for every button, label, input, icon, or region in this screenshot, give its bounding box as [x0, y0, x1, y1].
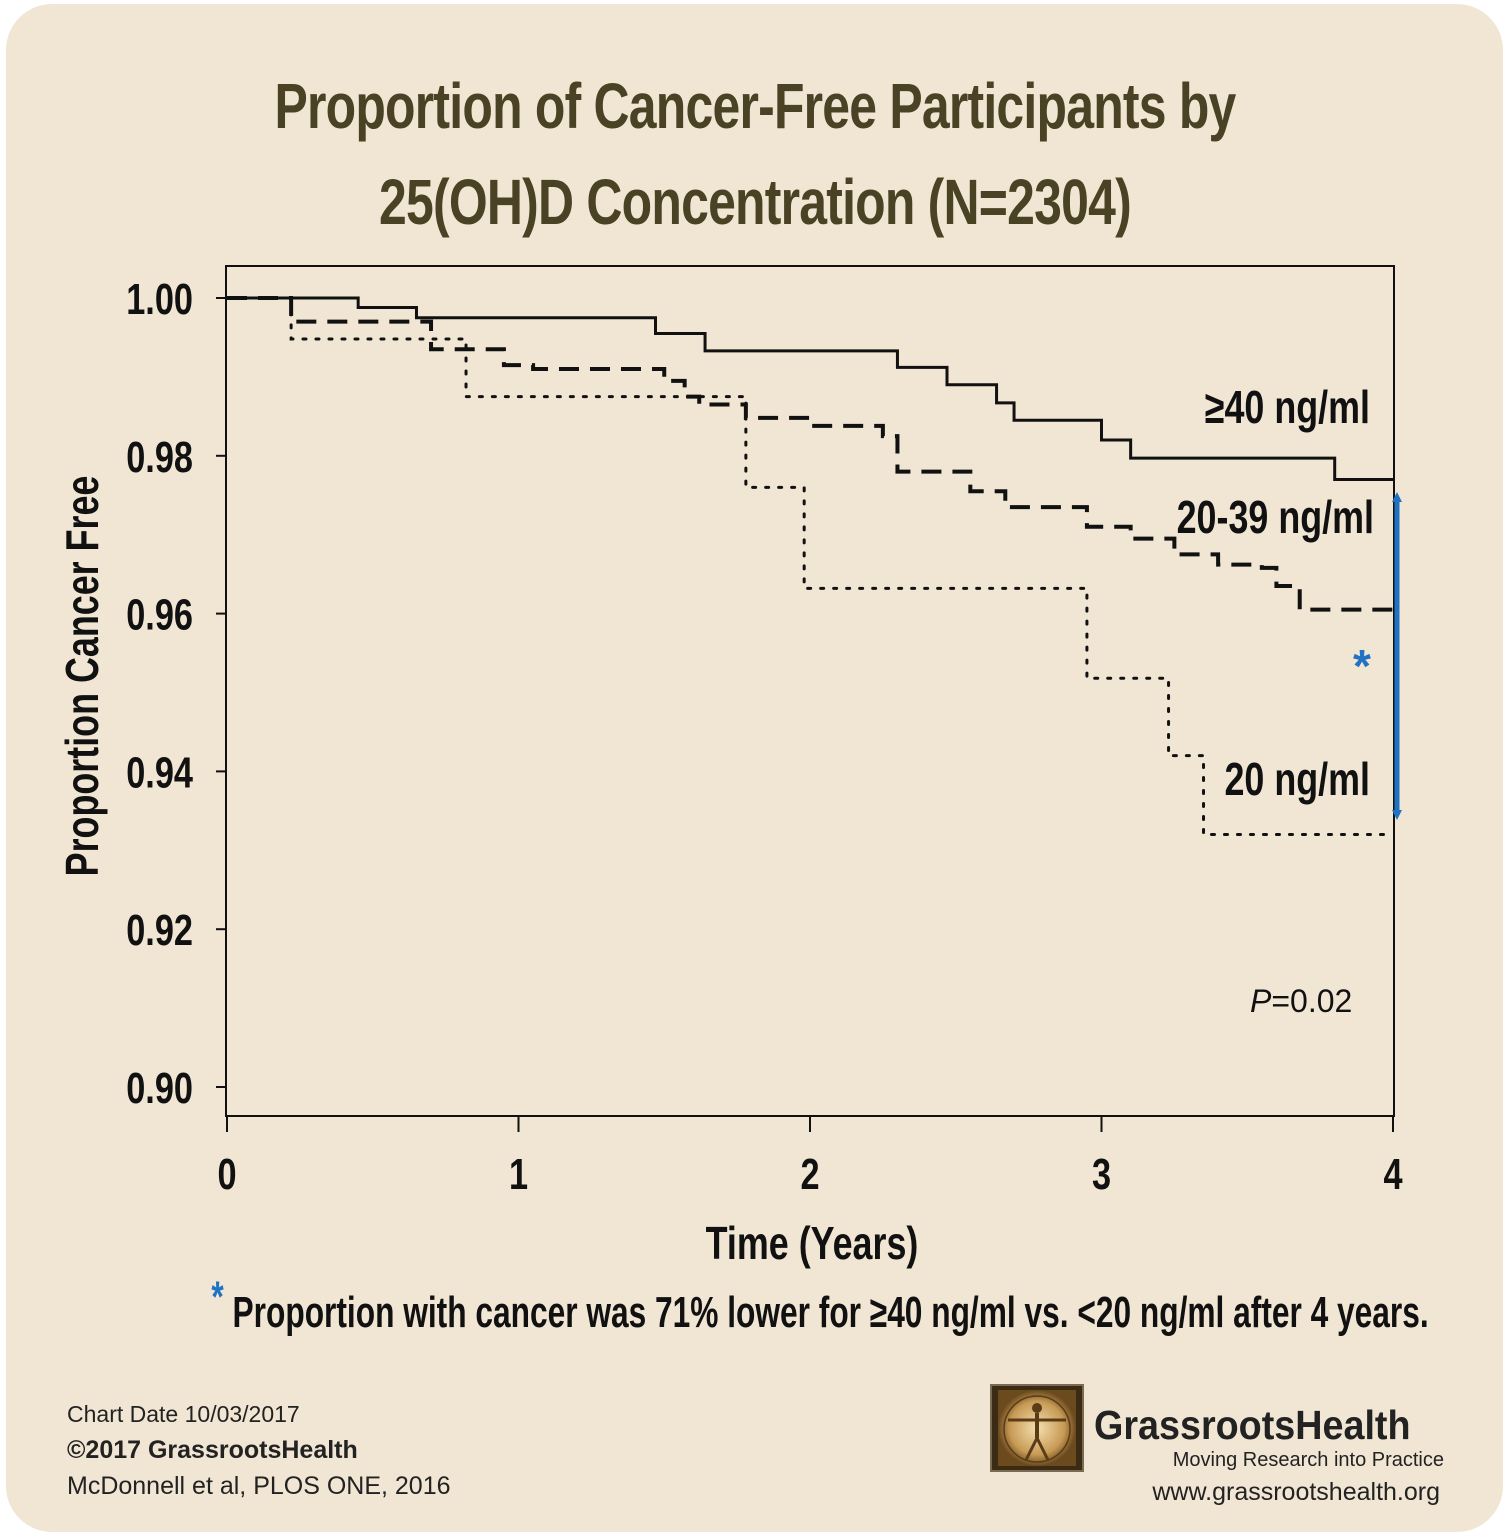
- brand-tagline: Moving Research into Practice: [1172, 1449, 1444, 1471]
- series-line-dotted: [225, 296, 1395, 837]
- x-tick-label: 3: [1092, 1150, 1111, 1199]
- x-axis-label: Time (Years): [706, 1218, 919, 1269]
- chart-title: Proportion of Cancer-Free Participants b…: [166, 58, 1344, 250]
- series-line-dashed: [227, 296, 1393, 612]
- p-value-number: =0.02: [1271, 983, 1352, 1019]
- series-line-solid: [227, 296, 1393, 481]
- footnote-star: *: [211, 1272, 224, 1322]
- copyright: ©2017 GrassrootsHealth: [67, 1436, 358, 1464]
- y-tick-label: 1.00: [126, 275, 193, 324]
- chart-title-line-1: Proportion of Cancer-Free Participants b…: [274, 70, 1236, 142]
- footnote-text: Proportion with cancer was 71% lower for…: [232, 1288, 1429, 1337]
- y-tick-label: 0.92: [126, 906, 193, 955]
- difference-star: *: [1353, 640, 1371, 692]
- series-label-20-39: 20-39 ng/ml: [1177, 492, 1374, 543]
- x-tick-label: 1: [509, 1150, 528, 1199]
- p-value-letter: P: [1250, 983, 1272, 1019]
- y-tick-label: 0.96: [126, 591, 193, 640]
- series-label-40plus: ≥40 ng/ml: [1205, 382, 1370, 433]
- y-tick-label: 0.98: [126, 433, 193, 482]
- series-lines: [225, 296, 1395, 837]
- x-tick-label: 4: [1383, 1150, 1402, 1199]
- x-tick-label: 2: [800, 1150, 819, 1199]
- y-tick-label: 0.94: [126, 748, 193, 797]
- series-label-20: 20 ng/ml: [1224, 754, 1370, 805]
- p-value-annotation: P=0.02: [1250, 983, 1352, 1019]
- citation: McDonnell et al, PLOS ONE, 2016: [67, 1472, 451, 1500]
- y-axis-label: Proportion Cancer Free: [57, 476, 108, 877]
- footnote: * Proportion with cancer was 71% lower f…: [211, 1275, 1428, 1338]
- chart-title-line-2: 25(OH)D Concentration (N=2304): [379, 166, 1132, 238]
- x-axis: 0 1 2 3 4: [217, 1116, 1403, 1199]
- x-tick-label: 0: [217, 1150, 236, 1199]
- chart-card: [6, 4, 1503, 1532]
- y-tick-label: 0.90: [126, 1064, 193, 1113]
- vitruvian-logo: [990, 1384, 1084, 1472]
- y-axis: 1.00 0.98 0.96 0.94 0.92 0.90: [126, 275, 226, 1113]
- chart-date: Chart Date 10/03/2017: [67, 1401, 300, 1427]
- svg-text:P=0.02: P=0.02: [1250, 983, 1352, 1019]
- brand-url: www.grassrootshealth.org: [1152, 1478, 1440, 1506]
- vitruvian-man-icon: [998, 1390, 1076, 1466]
- brand-name: GrassrootsHealth: [1094, 1402, 1411, 1448]
